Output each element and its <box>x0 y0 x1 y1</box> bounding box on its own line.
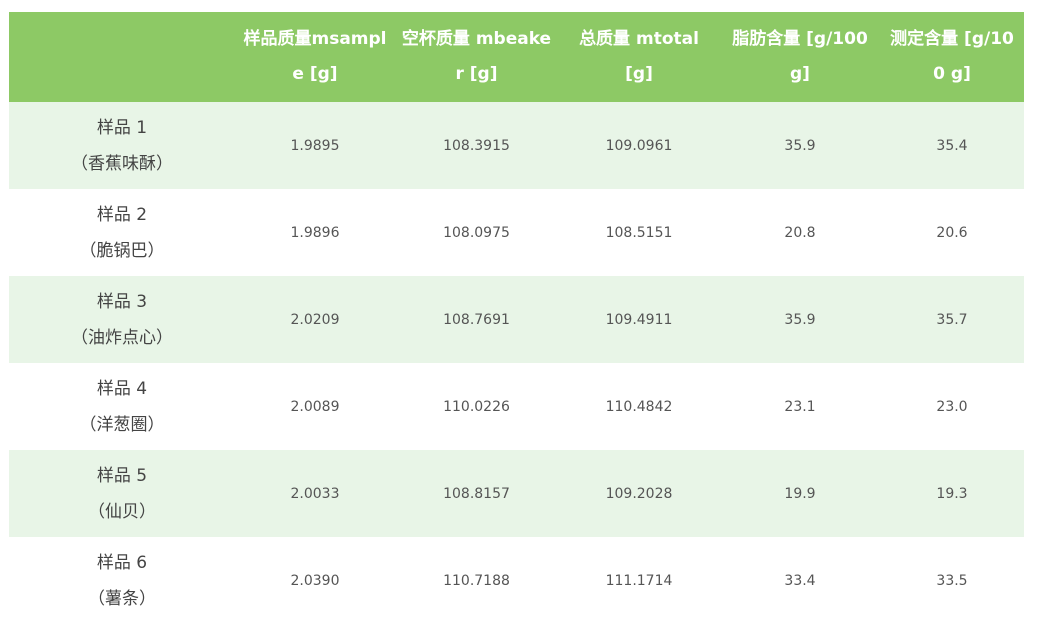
table-cell: 2.0089 <box>290 398 340 415</box>
header-cell <box>9 12 235 102</box>
table-row: 样品 4 （洋葱圈） 2.0089 110.0226 110.4842 23.1 23.0 <box>9 363 1024 450</box>
table-cell: 108.3915 <box>395 102 558 189</box>
data-table: 样品质量msample [g] 空杯质量 mbeaker [g] 总质量 mtota… <box>9 12 1024 624</box>
table-cell: 109.2028 <box>558 450 720 537</box>
table-cell: 1.9896 <box>290 224 340 241</box>
table-row: 样品 1 （香蕉味酥） 1.9895 108.3915 109.0961 35.9 35.4 <box>9 102 1024 189</box>
table-cell: 110.0226 <box>443 398 510 415</box>
sample-name: 样品 5 <box>96 465 148 486</box>
table-cell: 35.9 <box>720 276 880 363</box>
row-label: 样品 1 （香蕉味酥） <box>9 102 235 189</box>
table-cell: 33.4 <box>784 572 816 589</box>
table-cell: 23.1 <box>784 398 816 415</box>
sample-name: 样品 3 <box>96 291 148 312</box>
table-cell: 35.9 <box>720 102 880 189</box>
sample-name: 样品 1 <box>96 117 148 138</box>
table-cell: 1.9895 <box>235 102 395 189</box>
table-cell: 108.0975 <box>443 224 510 241</box>
table-cell: 109.4911 <box>558 276 720 363</box>
table-row: 样品 6 （薯条） 2.0390 110.7188 111.1714 33.4 33.5 <box>9 537 1024 624</box>
row-label: 样品 2 （脆锅巴） <box>9 189 235 276</box>
sample-name: 样品 4 <box>96 378 148 399</box>
row-label: 样品 3 （油炸点心） <box>9 276 235 363</box>
sample-name: 样品 6 <box>96 552 148 573</box>
table-cell: 20.8 <box>784 224 816 241</box>
sample-name: 样品 2 <box>96 204 148 225</box>
sample-note: （油炸点心） <box>71 327 173 348</box>
sample-note: （薯条） <box>88 588 156 609</box>
table-row: 样品 5 （仙贝） 2.0033 108.8157 109.2028 19.9 19.3 <box>9 450 1024 537</box>
table-cell: 110.4842 <box>605 398 673 415</box>
table-cell: 19.3 <box>880 450 1024 537</box>
sample-note: （仙贝） <box>88 501 156 522</box>
table-cell: 35.4 <box>880 102 1024 189</box>
sample-note: （脆锅巴） <box>79 240 165 261</box>
table-cell: 19.9 <box>720 450 880 537</box>
table-row: 样品 2 （脆锅巴） 1.9896 108.0975 108.5151 20.8 20.6 <box>9 189 1024 276</box>
table-cell: 108.8157 <box>395 450 558 537</box>
sample-note: （洋葱圈） <box>79 414 165 435</box>
table-cell: 109.0961 <box>558 102 720 189</box>
row-label: 样品 4 （洋葱圈） <box>9 363 235 450</box>
table-row: 样品 3 （油炸点心） 2.0209 108.7691 109.4911 35.9 35.7 <box>9 276 1024 363</box>
header-cell: 测定含量 [g/100 g] <box>880 12 1024 102</box>
table-cell: 33.5 <box>936 572 968 589</box>
header-row: 样品质量msample [g] 空杯质量 mbeaker [g] 总质量 mtota… <box>9 12 1024 102</box>
header-cell: 总质量 mtotal [g] <box>558 12 720 102</box>
table-cell: 110.7188 <box>443 572 510 589</box>
table-cell: 108.5151 <box>605 224 673 241</box>
table-cell: 35.7 <box>880 276 1024 363</box>
row-label: 样品 5 （仙贝） <box>9 450 235 537</box>
table-cell: 2.0390 <box>290 572 340 589</box>
sample-note: （香蕉味酥） <box>71 153 173 174</box>
table-cell: 2.0209 <box>235 276 395 363</box>
header-cell: 样品质量msample [g] <box>235 12 395 102</box>
row-label: 样品 6 （薯条） <box>9 537 235 624</box>
table-cell: 23.0 <box>936 398 968 415</box>
header-cell: 空杯质量 mbeaker [g] <box>395 12 558 102</box>
table-cell: 2.0033 <box>235 450 395 537</box>
table-cell: 108.7691 <box>395 276 558 363</box>
header-cell: 脂肪含量 [g/100 g] <box>720 12 880 102</box>
table-body: 样品 1 （香蕉味酥） 1.9895 108.3915 109.0961 35.9 35.4… <box>9 102 1024 624</box>
table-cell: 20.6 <box>936 224 968 241</box>
table-cell: 111.1714 <box>605 572 673 589</box>
